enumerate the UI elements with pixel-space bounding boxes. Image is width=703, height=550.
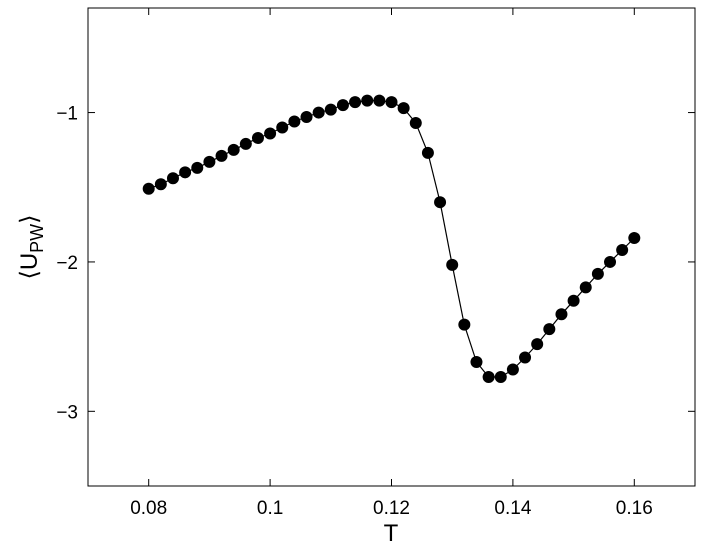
x-tick-label: 0.14: [494, 498, 531, 519]
data-point: [506, 363, 519, 376]
x-tick-label: 0.1: [257, 498, 283, 519]
data-point: [215, 149, 228, 162]
y-tick-label: −3: [56, 402, 78, 423]
data-point: [324, 103, 337, 116]
data-point: [494, 370, 507, 383]
data-point: [628, 232, 641, 245]
data-point: [251, 131, 264, 144]
plot-area: [87, 7, 696, 487]
data-point: [312, 106, 325, 119]
data-point: [409, 117, 422, 130]
y-axis-label-subscript: PW: [27, 224, 47, 253]
tick-labels: 0.08 0.1 0.12 0.14 0.16 −1 −2 −3: [56, 104, 652, 519]
y-tick-label: −1: [56, 104, 78, 125]
data-point: [385, 96, 398, 109]
data-point: [458, 318, 471, 331]
data-point: [349, 96, 362, 109]
data-point: [239, 137, 252, 150]
data-point: [421, 146, 434, 159]
data-point: [604, 255, 617, 268]
data-point: [567, 294, 580, 307]
data-point: [142, 182, 155, 195]
data-point: [519, 351, 532, 364]
ticks: [88, 8, 695, 486]
y-axis-label: ⟨UPW⟩: [16, 214, 47, 279]
data-point: [276, 121, 289, 134]
data-point: [555, 308, 568, 321]
data-point: [179, 166, 192, 179]
data-point: [470, 356, 483, 369]
data-point: [543, 323, 556, 336]
data-point: [264, 127, 277, 140]
data-point: [373, 94, 386, 107]
x-tick-label: 0.16: [616, 498, 653, 519]
data-point: [336, 99, 349, 112]
data-point: [288, 115, 301, 128]
data-point: [166, 172, 179, 185]
data-point: [154, 178, 167, 191]
data-point: [300, 111, 313, 124]
data-point: [616, 243, 629, 256]
data-point: [434, 196, 447, 209]
y-axis-label-close: ⟩: [16, 214, 43, 223]
data-point: [591, 267, 604, 280]
data-point: [482, 370, 495, 383]
data-point: [579, 281, 592, 294]
data-point: [531, 338, 544, 351]
y-tick-label: −2: [56, 253, 78, 274]
data-point: [446, 258, 459, 271]
data-point: [361, 94, 374, 107]
data-point: [397, 102, 410, 115]
data-point: [203, 155, 216, 168]
x-tick-label: 0.08: [130, 498, 167, 519]
data-point: [191, 161, 204, 174]
y-axis-label-open: ⟨U: [16, 253, 43, 280]
x-tick-label: 0.12: [373, 498, 410, 519]
data-point: [227, 143, 240, 156]
x-axis-label: T: [384, 520, 399, 547]
data-markers: [142, 94, 641, 383]
